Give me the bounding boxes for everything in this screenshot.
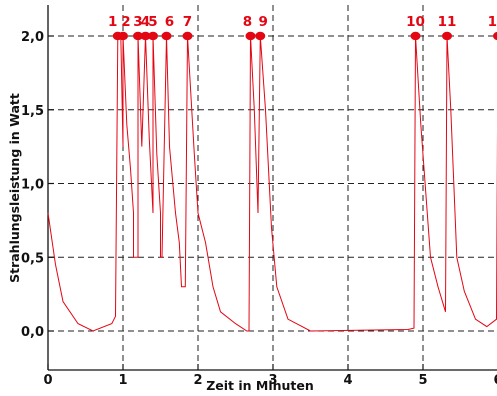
- y-axis-title: Strahlungsleistung in Watt: [7, 93, 22, 283]
- peak-marker: [255, 31, 266, 41]
- peak-label: 6: [165, 14, 174, 30]
- peak-marker: [245, 31, 256, 41]
- peak-label: 11: [438, 14, 457, 30]
- peak-marker: [442, 31, 452, 41]
- y-tick-label: 1,0: [21, 178, 44, 193]
- peak-label: 2: [121, 14, 130, 30]
- peak-label: 1: [108, 14, 117, 30]
- x-tick-label: 4: [343, 373, 352, 388]
- peak-marker: [148, 31, 158, 41]
- x-tick-label: 2: [193, 373, 202, 388]
- peak-label: 4: [141, 14, 150, 30]
- peak-markers: [112, 31, 497, 41]
- y-tick-label: 1,5: [21, 104, 44, 119]
- y-tick-label: 0,0: [21, 325, 44, 340]
- peak-label: 5: [148, 14, 157, 30]
- peak-marker: [161, 31, 172, 41]
- x-tick-label: 5: [418, 373, 427, 388]
- x-tick-label: 6: [493, 373, 497, 388]
- peak-label: 3: [133, 14, 142, 30]
- peak-marker: [410, 31, 421, 41]
- y-tick-label: 2,0: [21, 30, 44, 45]
- peak-label: 9: [259, 14, 268, 30]
- tick-labels: 01234560,00,51,01,52,0123456789101112: [21, 14, 497, 388]
- axes: [47, 5, 497, 371]
- grid: [48, 5, 497, 370]
- peak-marker: [140, 31, 151, 41]
- peak-marker: [182, 31, 193, 41]
- peak-label: 12: [488, 14, 497, 30]
- peak-label: 7: [183, 14, 192, 30]
- peak-label: 8: [243, 14, 252, 30]
- x-tick-label: 1: [118, 373, 127, 388]
- x-tick-label: 3: [268, 373, 277, 388]
- peak-marker: [133, 31, 143, 41]
- peak-marker: [118, 31, 128, 41]
- peak-marker: [493, 31, 497, 41]
- x-axis-title: Zeit in Minuten: [206, 378, 314, 393]
- peak-label: 10: [406, 14, 425, 30]
- y-tick-label: 0,5: [21, 251, 44, 266]
- x-tick-label: 0: [43, 373, 52, 388]
